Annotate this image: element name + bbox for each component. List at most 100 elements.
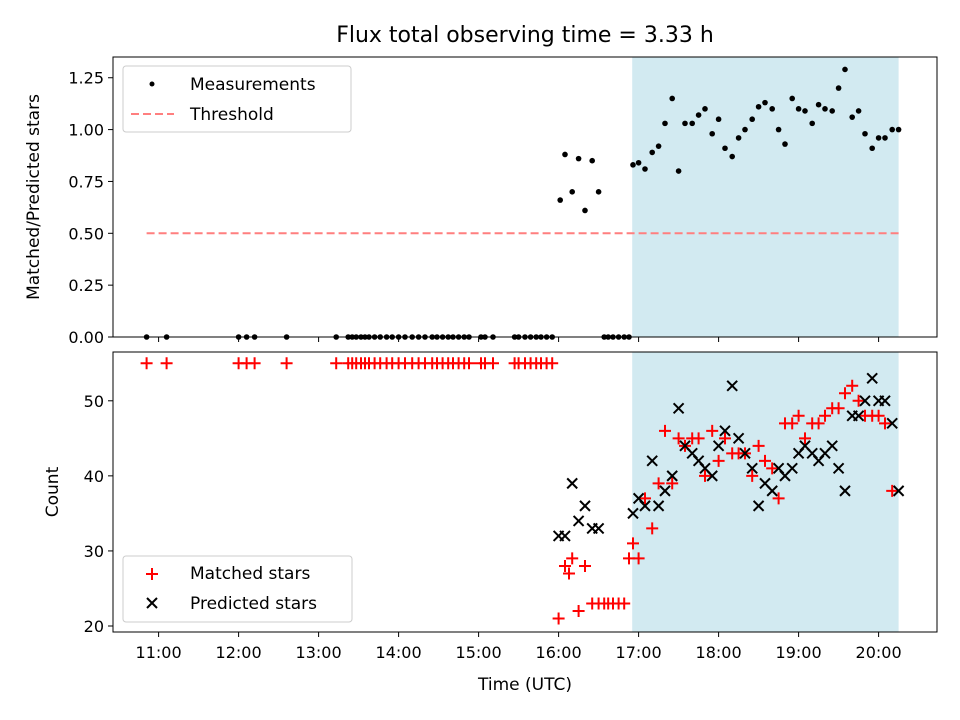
matched-star-point [712,454,725,467]
measurement-point [815,101,822,108]
matched-star-point [846,379,859,392]
matched-star-point [852,394,865,407]
matched-star-point [487,357,499,370]
matched-star-point [819,409,831,422]
measurement-point [875,135,882,141]
measurement-point [762,99,768,106]
matched-star-point [746,469,759,482]
matched-star-point [719,432,731,445]
measurement-point [655,143,662,149]
matched-star-point [618,597,631,610]
predicted-star-point [866,372,878,384]
measurement-point [642,166,648,172]
matched-star-point [839,387,851,400]
measurement-point [682,120,688,127]
predicted-star-point [832,462,845,475]
measurement-point [842,66,848,73]
y-tick-label: 0.25 [68,276,104,295]
predicted-star-point [726,380,738,392]
measurement-point [662,120,668,127]
matched-star-point [652,477,665,490]
matched-star-point [559,559,571,572]
matched-star-point [672,432,685,445]
measurement-point [862,130,868,137]
y-tick-label: 1.00 [68,121,104,140]
predicted-star-point [746,462,758,475]
measurement-point [882,135,888,141]
predicted-star-point [666,470,678,482]
matched-star-point [886,484,899,497]
matched-star-point [280,357,293,370]
x-tick-label: 11:00 [136,643,182,662]
predicted-star-point [659,485,671,497]
predicted-star-point [566,477,578,490]
legend-matched-label: Matched stars [190,564,310,584]
matched-star-point [632,552,645,565]
matched-star-point [659,424,671,437]
measurement-point [755,103,762,110]
predicted-star-point [752,500,765,512]
y-tick-label: 0.50 [68,224,104,243]
measurement-point [829,108,835,114]
matched-star-point [759,454,771,467]
measurement-point [749,116,755,123]
measurement-point [649,149,655,156]
x-tick-label: 14:00 [376,643,422,662]
measurement-point [709,130,715,137]
matched-star-point [772,492,785,505]
matched-star-point [248,357,261,370]
matched-star-point [563,567,575,580]
measurement-point [795,106,802,112]
matched-star-point [330,357,343,370]
measurement-point [715,116,722,123]
bottom-panel: 20 30 40 50 11:00 12:00 13:00 14:00 15:00 16:00 1… [43,351,938,695]
measurement-point [835,85,842,91]
y-tick-label: 20 [84,617,104,636]
matched-star-point [872,409,885,422]
x-tick-label: 12:00 [216,643,262,662]
y-tick-label: 1.25 [68,69,104,88]
legend-predicted-label: Predicted stars [190,594,317,614]
matched-star-point [792,409,805,422]
measurement-point [769,106,775,112]
predicted-star-point [592,522,605,535]
chart-title: Flux total observing time = 3.33 h [336,23,714,48]
matched-star-point [572,604,585,617]
bottom-legend: Matched stars Predicted stars [122,555,353,623]
predicted-star-point [839,485,851,497]
matched-star-point [579,559,591,572]
matched-star-point [692,432,705,445]
measurement-point [557,197,563,203]
measurement-point [742,126,748,133]
legend-threshold-label: Threshold [189,105,274,125]
x-tick-label: 18:00 [696,643,742,662]
predicted-star-point [652,500,665,512]
measurement-point [582,207,588,214]
matched-star-point [766,462,779,475]
matched-star-point [546,357,559,370]
matched-star-point [699,469,711,482]
predicted-star-point [672,402,685,415]
measurement-point [562,151,568,158]
matched-star-point [879,417,891,430]
measurement-point [822,106,828,112]
matched-star-point [140,357,153,370]
predicted-star-point [646,455,658,467]
x-tick-label: 15:00 [456,643,502,662]
y-tick-label: 0.75 [68,172,104,191]
measurement-point [589,157,595,164]
matched-star-point [832,402,845,415]
measurements-legend-marker [149,81,155,87]
matched-star-point [160,357,173,370]
measurement-point [789,95,795,102]
matched-star-point [552,612,565,625]
x-tick-label: 13:00 [296,643,342,662]
predicted-star-point [712,440,725,452]
matched-legend-marker [146,568,158,580]
measurement-point [729,153,735,160]
top-y-axis-label: Matched/Predicted stars [24,94,44,300]
measurement-point [635,159,642,166]
measurement-point [735,135,742,141]
bottom-panel-frame [112,351,938,633]
measurement-point [869,145,875,152]
